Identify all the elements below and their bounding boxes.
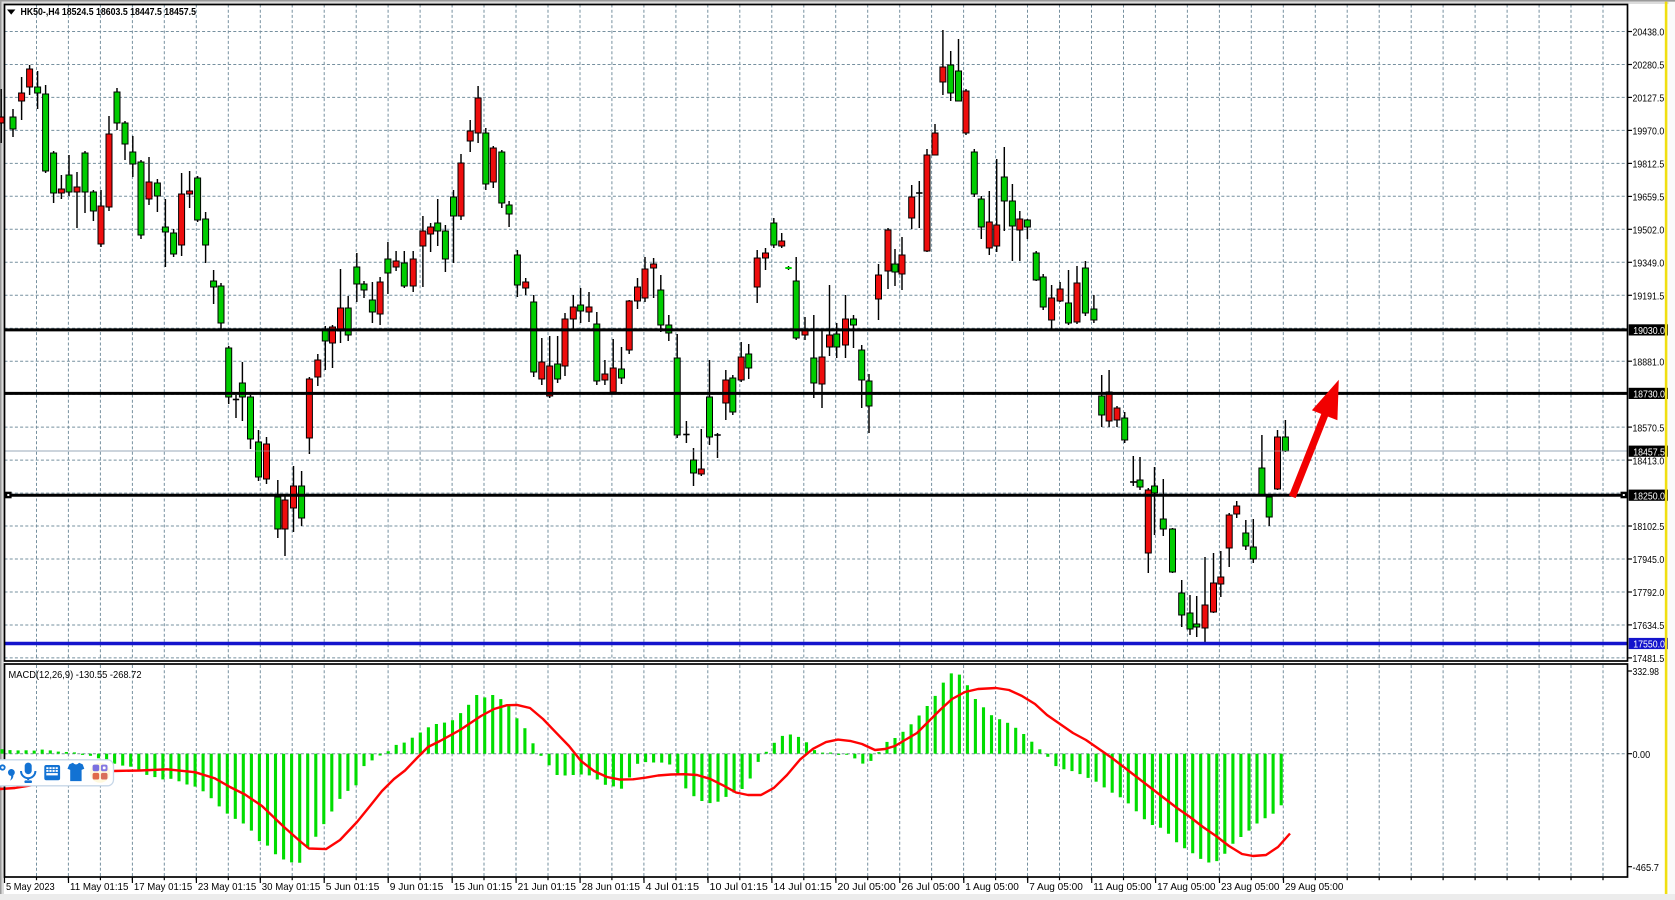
svg-text:17550.0: 17550.0	[1633, 639, 1665, 651]
svg-text:18570.5: 18570.5	[1633, 422, 1665, 434]
svg-text:7 Aug 05:00: 7 Aug 05:00	[1029, 881, 1083, 893]
svg-text:19659.5: 19659.5	[1633, 192, 1665, 204]
svg-text:17481.5: 17481.5	[1633, 653, 1665, 665]
svg-text:19502.0: 19502.0	[1633, 225, 1665, 237]
svg-text:18102.5: 18102.5	[1633, 521, 1665, 533]
svg-text:15 Jun 01:15: 15 Jun 01:15	[454, 881, 513, 893]
svg-text:18730.0: 18730.0	[1633, 389, 1665, 401]
svg-text:21 Jun 01:15: 21 Jun 01:15	[518, 881, 577, 893]
svg-text:20 Jul 05:00: 20 Jul 05:00	[837, 881, 896, 893]
svg-text:5 Jun 01:15: 5 Jun 01:15	[326, 881, 380, 893]
svg-text:-465.7: -465.7	[1633, 862, 1660, 874]
svg-text:17 Aug 05:00: 17 Aug 05:00	[1157, 881, 1216, 893]
svg-text:19349.0: 19349.0	[1633, 258, 1665, 270]
svg-text:29 Aug 05:00: 29 Aug 05:00	[1285, 881, 1344, 893]
svg-text:26 Jul 05:00: 26 Jul 05:00	[901, 881, 960, 893]
svg-text:11 May 01:15: 11 May 01:15	[70, 881, 129, 893]
svg-text:1 Aug 05:00: 1 Aug 05:00	[965, 881, 1019, 893]
svg-text:17634.5: 17634.5	[1633, 620, 1665, 632]
svg-text:4 Jul 01:15: 4 Jul 01:15	[646, 881, 700, 893]
svg-text:9 Jun 01:15: 9 Jun 01:15	[390, 881, 444, 893]
svg-text:18457.5: 18457.5	[1633, 446, 1665, 458]
svg-text:19191.5: 19191.5	[1633, 291, 1665, 303]
svg-text:17792.0: 17792.0	[1633, 587, 1665, 599]
svg-text:28 Jun 01:15: 28 Jun 01:15	[582, 881, 641, 893]
svg-text:18250.0: 18250.0	[1633, 490, 1665, 502]
svg-text:30 May 01:15: 30 May 01:15	[262, 881, 321, 893]
svg-text:332.98: 332.98	[1633, 666, 1660, 678]
svg-text:10 Jul 01:15: 10 Jul 01:15	[710, 881, 769, 893]
svg-text:17 May 01:15: 17 May 01:15	[134, 881, 193, 893]
svg-text:17945.0: 17945.0	[1633, 554, 1665, 566]
svg-text:19812.5: 19812.5	[1633, 159, 1665, 171]
svg-text:23 May 01:15: 23 May 01:15	[198, 881, 257, 893]
svg-text:19030.0: 19030.0	[1633, 325, 1665, 337]
svg-text:5 May 2023: 5 May 2023	[6, 881, 55, 893]
svg-text:0.00: 0.00	[1633, 749, 1651, 761]
svg-text:14 Jul 01:15: 14 Jul 01:15	[773, 881, 832, 893]
svg-text:HK50-,H4 18524.5 18603.5 1844: HK50-,H4 18524.5 18603.5 18447.5 18457.5	[21, 6, 197, 18]
svg-text:11 Aug 05:00: 11 Aug 05:00	[1093, 881, 1152, 893]
svg-text:20280.5: 20280.5	[1633, 60, 1665, 72]
svg-text:18881.0: 18881.0	[1633, 356, 1665, 368]
svg-text:20127.5: 20127.5	[1633, 93, 1665, 105]
svg-text:20438.0: 20438.0	[1633, 27, 1665, 39]
svg-text:19970.0: 19970.0	[1633, 126, 1665, 138]
svg-text:MACD(12,26,9) -130.55 -268.72: MACD(12,26,9) -130.55 -268.72	[9, 669, 142, 681]
svg-text:23 Aug 05:00: 23 Aug 05:00	[1221, 881, 1280, 893]
svg-text:18413.0: 18413.0	[1633, 455, 1665, 467]
